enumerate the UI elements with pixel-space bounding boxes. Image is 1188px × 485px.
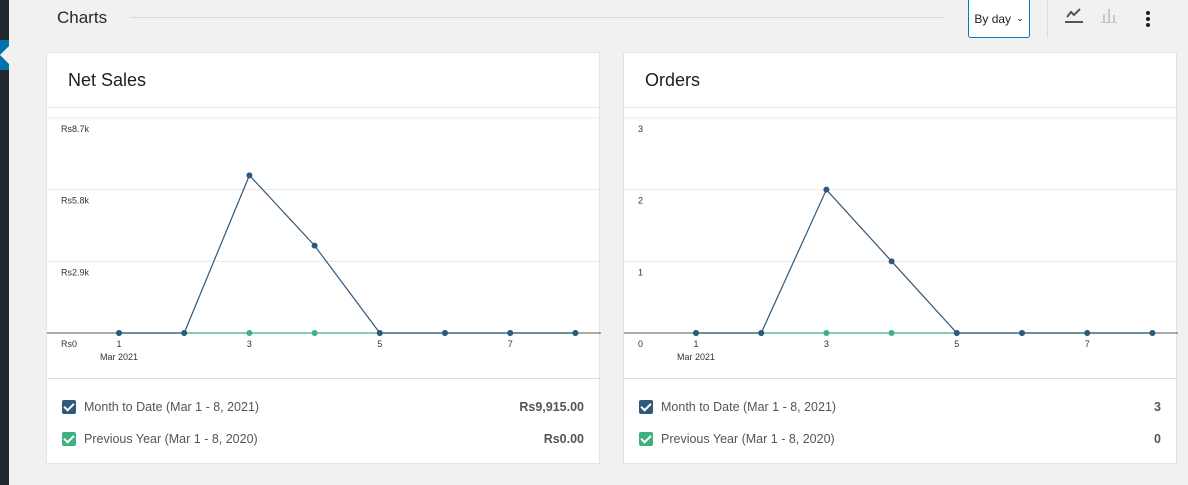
x-tick-label: 5 [954, 339, 959, 349]
legend-item-current[interactable]: Month to Date (Mar 1 - 8, 2021) Rs9,915.… [62, 397, 584, 417]
legend-value: Rs9,915.00 [519, 400, 584, 414]
title-divider [131, 17, 944, 18]
card-header-divider [624, 107, 1176, 108]
series-line [696, 188, 1153, 334]
legend-divider [47, 378, 599, 379]
data-point-current [1149, 330, 1156, 336]
more-vertical-icon[interactable] [1137, 4, 1159, 34]
data-point-current [442, 330, 448, 336]
orders-card: Orders 0 1 2 3 1 3 5 7 Mar 2021 Month to Date (M… [623, 52, 1178, 464]
interval-select[interactable]: By day ⌄ [968, 0, 1030, 38]
data-point-previous [823, 330, 830, 336]
net-sales-card: Net Sales Rs0 Rs2.9k Rs5.8k Rs8.7k 1 3 5 7 Mar 2… [46, 52, 601, 464]
legend-divider [624, 378, 1176, 379]
y-tick-label: Rs0 [61, 339, 77, 349]
y-tick-label: Rs2.9k [61, 267, 90, 277]
y-tick-label: 2 [638, 196, 643, 206]
y-tick-label: Rs5.8k [61, 196, 90, 206]
interval-select-label: By day [974, 11, 1012, 26]
chevron-down-icon: ⌄ [1016, 13, 1024, 23]
legend-item-current[interactable]: Month to Date (Mar 1 - 8, 2021) 3 [639, 397, 1161, 417]
legend-value: 0 [1154, 432, 1161, 446]
data-point-current [758, 330, 765, 336]
data-point-current [507, 330, 514, 336]
data-point-current [693, 330, 699, 336]
data-point-current [953, 330, 960, 336]
x-tick-label: 3 [247, 339, 252, 349]
section-title: Charts [57, 8, 108, 27]
y-tick-label: 3 [638, 124, 643, 134]
x-tick-label: 1 [116, 339, 121, 349]
legend-value: 3 [1154, 400, 1161, 414]
legend-label: Previous Year (Mar 1 - 8, 2020) [84, 432, 258, 446]
legend-checkbox[interactable] [62, 432, 76, 446]
legend-label: Previous Year (Mar 1 - 8, 2020) [661, 432, 835, 446]
y-tick-label: Rs8.7k [61, 124, 90, 134]
card-title: Net Sales [68, 70, 147, 90]
x-tick-label: 5 [377, 339, 382, 349]
data-point-current [1084, 330, 1091, 336]
card-title: Orders [645, 70, 701, 90]
legend-label: Month to Date (Mar 1 - 8, 2021) [661, 400, 837, 414]
orders-chart: 0 1 2 3 1 3 5 7 Mar 2021 [624, 117, 1178, 362]
admin-sidebar-edge [0, 0, 9, 485]
bar-chart-icon[interactable] [1098, 0, 1120, 30]
y-tick-label: 1 [638, 267, 643, 277]
legend-label: Month to Date (Mar 1 - 8, 2021) [84, 400, 260, 414]
admin-menu-arrow [0, 46, 9, 64]
legend-value: Rs0.00 [543, 432, 584, 446]
x-tick-label: 7 [1085, 339, 1090, 349]
x-tick-label: 3 [824, 339, 829, 349]
data-point-previous [888, 330, 895, 336]
toolbar-divider [1047, 0, 1048, 38]
data-point-current [311, 242, 318, 249]
data-point-current [116, 330, 122, 336]
x-tick-label: 7 [508, 339, 513, 349]
data-point-current [246, 172, 253, 179]
x-axis-sublabel: Mar 2021 [677, 352, 715, 362]
x-axis-sublabel: Mar 2021 [100, 352, 138, 362]
net-sales-chart: Rs0 Rs2.9k Rs5.8k Rs8.7k 1 3 5 7 Mar 2021 [47, 117, 601, 362]
data-point-current [823, 186, 830, 193]
legend-checkbox[interactable] [639, 432, 653, 446]
data-point-current [888, 258, 895, 265]
series-line [119, 174, 576, 334]
legend-checkbox[interactable] [62, 400, 76, 414]
legend-item-previous[interactable]: Previous Year (Mar 1 - 8, 2020) Rs0.00 [62, 429, 584, 449]
data-point-current [376, 330, 383, 336]
line-chart-icon[interactable] [1062, 0, 1086, 30]
data-point-previous [246, 330, 253, 336]
data-point-current [1019, 330, 1025, 336]
data-point-current [572, 330, 579, 336]
data-point-current [181, 330, 188, 336]
y-tick-label: 0 [638, 339, 643, 349]
data-point-previous [311, 330, 318, 336]
legend-checkbox[interactable] [639, 400, 653, 414]
legend-item-previous[interactable]: Previous Year (Mar 1 - 8, 2020) 0 [639, 429, 1161, 449]
card-header-divider [47, 107, 599, 108]
x-tick-label: 1 [693, 339, 698, 349]
